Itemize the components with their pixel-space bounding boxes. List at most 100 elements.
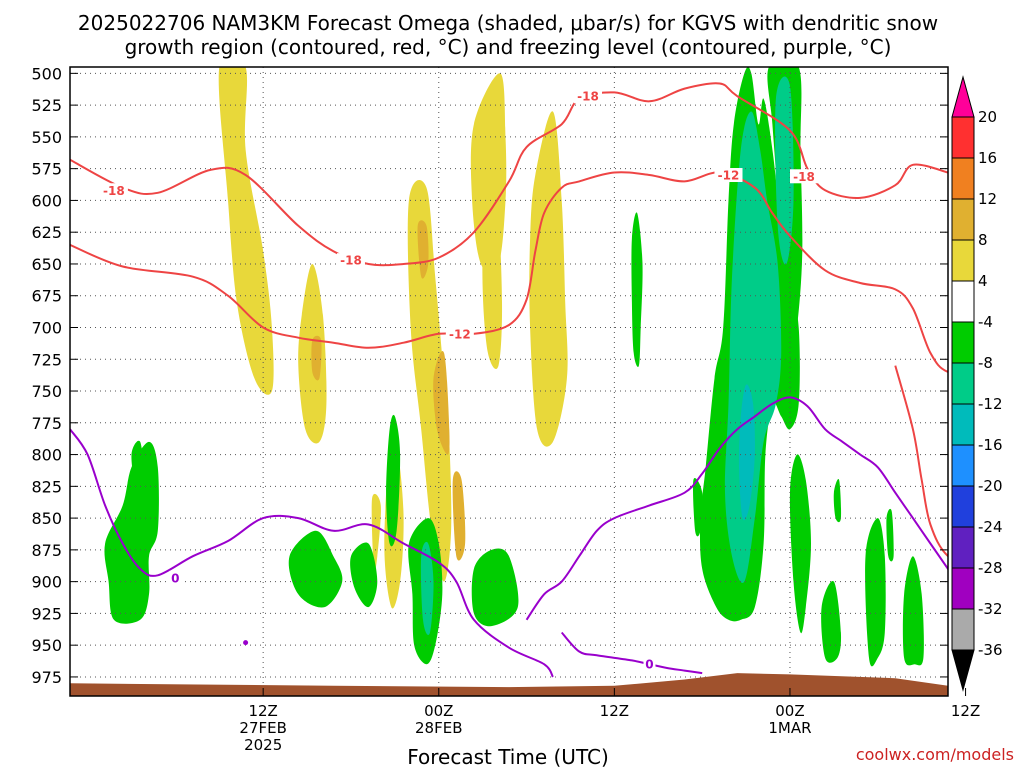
contour-label-4: -12 [449,327,471,341]
y-tick-label-0: 500 [31,64,62,83]
colorbar-tick-label-10: -24 [978,518,1003,536]
colorbar-bin-9 [951,485,975,528]
omega-region-10 [433,350,450,455]
y-tick-label-7: 675 [31,287,62,306]
omega-region-16 [350,542,378,608]
omega-region-32 [775,76,794,265]
freezing-level-contour-0 [70,428,554,678]
plot-frame [69,66,949,697]
y-tick-label-12: 800 [31,446,62,465]
omega-region-11 [452,471,466,561]
chart-title-line2: growth region (contoured, red, °C) and f… [125,35,892,59]
omega-region-26 [833,479,842,523]
freezing-level-low-contour-0 [560,631,703,675]
y-tick-label-6: 650 [31,255,62,274]
colorbar-bin-8 [951,444,975,487]
colorbar-bin-6 [951,362,975,405]
y-tick-label-1: 525 [31,96,62,115]
colorbar-tick-label-2: 12 [978,190,997,208]
y-tick-label-5: 625 [31,223,62,242]
omega-region-6 [371,493,381,573]
omega-region-28 [886,508,894,562]
colorbar-bin-2 [951,198,975,241]
omega-region-4 [529,111,568,447]
omega-region-30 [131,440,144,494]
y-tick-label-15: 875 [31,541,62,560]
contour-label-bg-1 [336,253,365,268]
contour-label-bg-7 [643,657,656,672]
colorbar-tick-label-8: -16 [978,436,1003,454]
terrain [70,673,948,696]
omega-region-20 [631,212,643,367]
isotherm-minus18-contour-0 [70,82,948,267]
credit-label: coolwx.com/models [856,745,1014,764]
colorbar-top-arrow [951,75,975,118]
chart-title-line1: 2025022706 NAM3KM Forecast Omega (shaded… [78,11,938,35]
omega-region-14 [104,441,159,624]
isotherm-minus12-lower-contour-0 [894,365,948,558]
x-tick-label-3-1: 1MAR [768,719,811,737]
x-tick-label-1-0: 00Z [424,702,453,720]
colorbar-bin-0 [951,116,975,159]
contour-label-2: -18 [577,90,599,104]
x-tick-label-0-2: 2025 [244,736,282,754]
y-tick-label-16: 900 [31,573,62,592]
y-tick-label-18: 950 [31,636,62,655]
y-tick-label-10: 750 [31,382,62,401]
isotherm-minus12-contour-0 [70,171,948,374]
contour-label-1: -18 [340,254,362,268]
omega-region-5 [482,196,503,370]
colorbar-bin-5 [951,321,975,364]
omega-region-0 [218,67,274,395]
colorbar-tick-label-9: -20 [978,477,1003,495]
y-tick-label-11: 775 [31,414,62,433]
omega-region-13 [311,335,322,381]
omega-region-21 [693,478,703,537]
colorbar-bin-7 [951,403,975,446]
y-tick-label-19: 975 [31,668,62,687]
plot-area: -18 -18 -18 -18 -12 -12 0 0 [70,67,1018,696]
colorbar-tick-label-11: -28 [978,559,1003,577]
colorbar-tick-label-4: 4 [978,272,988,290]
colorbar: 20 16 12 8 4 -4 -8 -12 -16 -20 -24 -28 -32 -36 [951,75,1003,692]
omega-region-19 [471,548,519,627]
y-tick-label-2: 550 [31,128,62,147]
x-tick-label-4-0: 12Z [951,702,980,720]
omega-region-15 [288,530,343,608]
omega-region-17 [386,414,401,547]
axes: 500 525 550 575 600 625 650 675 700 725 750 775 800 8… [31,64,980,754]
contour-label-6: 0 [171,571,179,585]
colorbar-tick-label-5: -4 [978,313,993,331]
omega-region-33 [420,541,434,635]
colorbar-tick-label-1: 16 [978,149,997,167]
x-tick-label-1-1: 28FEB [415,719,462,737]
omega-region-24 [789,454,811,634]
omega-region-27 [865,518,886,667]
colorbar-tick-label-0: 20 [978,108,997,126]
colorbar-bin-3 [951,239,975,282]
y-tick-label-8: 700 [31,318,62,337]
y-tick-label-13: 825 [31,477,62,496]
colorbar-tick-label-7: -12 [978,395,1003,413]
colorbar-bin-10 [951,526,975,569]
y-tick-label-9: 725 [31,350,62,369]
colorbar-tick-label-13: -36 [978,641,1003,659]
x-tick-label-0-0: 12Z [248,702,277,720]
colorbar-bin-11 [951,567,975,610]
contour-label-bg-4 [445,326,474,341]
contour-label-bg-3 [790,169,819,184]
omega-region-2 [407,179,452,582]
y-tick-label-3: 575 [31,160,62,179]
contour-label-7: 0 [645,658,653,672]
colorbar-tick-label-3: 8 [978,231,988,249]
contour-label-bg-6 [169,570,182,585]
contour-label-bg-5 [714,168,743,183]
freezing-level-contour-1 [525,396,948,621]
omega-region-29 [902,556,924,666]
omega-region-9 [1010,551,1018,585]
y-tick-label-4: 600 [31,191,62,210]
y-tick-label-14: 850 [31,509,62,528]
colorbar-bottom-arrow [951,649,975,692]
y-tick-label-17: 925 [31,604,62,623]
